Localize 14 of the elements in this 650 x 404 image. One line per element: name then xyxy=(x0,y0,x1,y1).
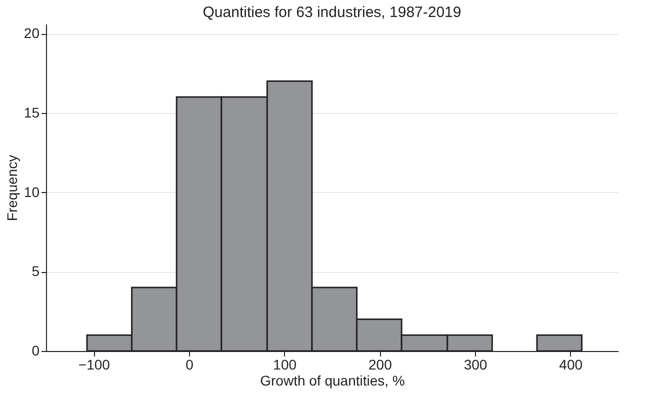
x-tick-label: 300 xyxy=(464,356,488,372)
chart-title: Quantities for 63 industries, 1987-2019 xyxy=(202,4,462,21)
x-tick-label: −100 xyxy=(78,356,110,372)
y-axis-title: Frequency xyxy=(4,154,20,222)
x-tick-label: 0 xyxy=(186,356,194,372)
y-tick-label: 5 xyxy=(32,263,40,280)
y-tick-label: 10 xyxy=(24,184,40,200)
x-tick-label: 200 xyxy=(368,356,392,372)
y-tick-label: 20 xyxy=(24,25,40,42)
y-tick-label: 0 xyxy=(32,342,40,358)
x-axis-title: Growth of quantities, % xyxy=(260,372,405,388)
x-tick-label: 400 xyxy=(559,356,583,372)
x-tick-label: 100 xyxy=(273,356,297,372)
y-tick-label: 15 xyxy=(24,104,40,120)
